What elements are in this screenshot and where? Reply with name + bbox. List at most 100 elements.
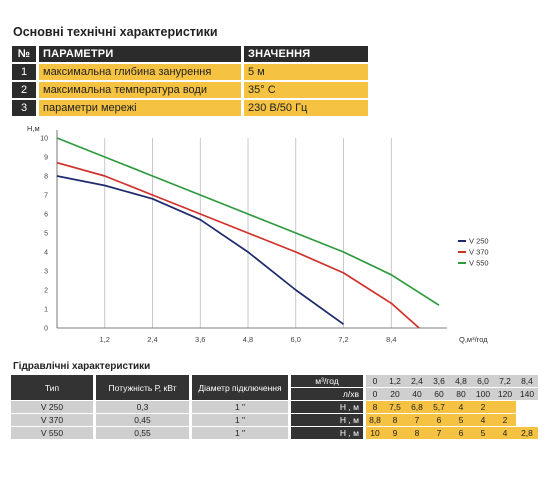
hyd-h-cell: 2,8 bbox=[516, 426, 538, 440]
spec-header-value: ЗНАЧЕННЯ bbox=[244, 46, 368, 62]
hyd-h-cell: 6 bbox=[428, 413, 450, 427]
unit-q-m3h: м³/год bbox=[291, 375, 363, 388]
hyd-h-cell: 10 bbox=[366, 426, 384, 440]
legend-label: V 370 bbox=[469, 248, 489, 257]
hyd-h-cell: 5 bbox=[472, 426, 494, 440]
hydraulic-title: Гідравлічні характеристики bbox=[13, 361, 151, 372]
q-lmin-cell: 140 bbox=[516, 387, 538, 401]
hyd-h-cell: 5 bbox=[450, 413, 472, 427]
q-m3h-cell: 0 bbox=[366, 375, 384, 388]
x-axis-label: Q,м³/год bbox=[459, 335, 488, 344]
hyd-h-cell: 7 bbox=[428, 426, 450, 440]
q-m3h-cell: 3,6 bbox=[428, 375, 450, 388]
hyd-type: V 370 bbox=[11, 413, 93, 427]
spec-row-value: 35° С bbox=[244, 82, 368, 98]
hyd-h-cell bbox=[516, 413, 538, 427]
pump-curve-chart: 1,2 2,4 3,6 4,8 6,0 7,2 8,4 0 1 2 3 4 5 6 7 8 9 10H,м Q,м³… bbox=[27, 124, 489, 344]
hyd-connection: 1 " bbox=[192, 400, 288, 414]
hydraulic-header-row-2: л/хв 0 20 40 60 80 100 120 140 bbox=[11, 387, 538, 401]
hydraulic-header-row: Тип Потужність Р, кВт Діаметр підключенн… bbox=[11, 375, 538, 401]
spec-row-value: 5 м bbox=[244, 64, 368, 80]
unit-q-lmin: л/хв bbox=[291, 387, 363, 401]
hyd-h-cell: 2 bbox=[494, 413, 516, 427]
x-tick-label: 4,8 bbox=[243, 335, 253, 344]
hyd-power: 0,55 bbox=[96, 426, 189, 440]
hydraulic-row: V 250 0,3 1 " Н , м 8 7,5 6,8 5,7 4 2 bbox=[11, 400, 538, 414]
y-tick-label: 4 bbox=[44, 250, 48, 257]
hyd-h-cell bbox=[516, 400, 538, 414]
hyd-h-cell: 6,8 bbox=[406, 400, 428, 414]
y-tick-label: 0 bbox=[44, 326, 48, 333]
q-m3h-cell: 6,0 bbox=[472, 375, 494, 388]
q-m3h-cell: 1,2 bbox=[384, 375, 406, 388]
spec-row-value: 230 В/50 Гц bbox=[244, 100, 368, 116]
hyd-h-cell: 7 bbox=[406, 413, 428, 427]
hyd-h-cell: 8 bbox=[406, 426, 428, 440]
spec-row: 1 максимальна глибина занурення 5 м bbox=[12, 64, 368, 80]
x-tick-label: 6,0 bbox=[291, 335, 301, 344]
y-tick-label: 2 bbox=[44, 288, 48, 295]
q-lmin-cell: 80 bbox=[450, 387, 472, 401]
x-tick-label: 1,2 bbox=[100, 335, 110, 344]
x-tick-label: 8,4 bbox=[386, 335, 396, 344]
q-m3h-cell: 2,4 bbox=[406, 375, 428, 388]
hyd-type: V 250 bbox=[11, 400, 93, 414]
legend-label: V 250 bbox=[469, 237, 489, 246]
hyd-h-cell: 5,7 bbox=[428, 400, 450, 414]
spec-row-param: параметри мережі bbox=[39, 100, 241, 116]
legend-label: V 550 bbox=[469, 259, 489, 268]
spec-row-num: 1 bbox=[12, 64, 36, 80]
series-line bbox=[56, 161, 420, 329]
spec-row-num: 2 bbox=[12, 82, 36, 98]
q-lmin-cell: 20 bbox=[384, 387, 406, 401]
q-lmin-cell: 40 bbox=[406, 387, 428, 401]
hyd-h-cell: 4 bbox=[450, 400, 472, 414]
page-title: Основні технічні характеристики bbox=[13, 25, 218, 39]
y-tick-label: 7 bbox=[44, 193, 48, 200]
hyd-h-cell: 6 bbox=[450, 426, 472, 440]
y-tick-label: 10 bbox=[40, 136, 48, 143]
q-lmin-cell: 100 bbox=[472, 387, 494, 401]
hydraulic-row: V 550 0,55 1 " Н , м 10 9 8 7 6 5 4 2,8 bbox=[11, 426, 538, 440]
spec-header-num: № bbox=[12, 46, 36, 62]
spec-row: 3 параметри мережі 230 В/50 Гц bbox=[12, 100, 368, 116]
hyd-unit-h: Н , м bbox=[291, 426, 363, 440]
spec-row-param: максимальна температура води bbox=[39, 82, 241, 98]
y-tick-label: 6 bbox=[44, 212, 48, 219]
hyd-h-cell bbox=[494, 400, 516, 414]
spec-header-param: ПАРАМЕТРИ bbox=[39, 46, 241, 62]
spec-table: № ПАРАМЕТРИ ЗНАЧЕННЯ 1 максимальна глиби… bbox=[12, 44, 368, 118]
hyd-unit-h: Н , м bbox=[291, 413, 363, 427]
hyd-h-cell: 4 bbox=[472, 413, 494, 427]
spec-row-param: максимальна глибина занурення bbox=[39, 64, 241, 80]
col-connection-header: Діаметр підключення bbox=[192, 375, 288, 401]
hyd-h-cell: 8,8 bbox=[366, 413, 384, 427]
y-tick-label: 9 bbox=[44, 155, 48, 162]
col-power-header: Потужність Р, кВт bbox=[96, 375, 189, 401]
hydraulic-table: Тип Потужність Р, кВт Діаметр підключенн… bbox=[11, 375, 538, 440]
q-m3h-cell: 8,4 bbox=[516, 375, 538, 388]
hyd-h-cell: 4 bbox=[494, 426, 516, 440]
q-m3h-cell: 7,2 bbox=[494, 375, 516, 388]
hyd-h-cell: 8 bbox=[366, 400, 384, 414]
x-tick-label: 7,2 bbox=[338, 335, 348, 344]
y-tick-label: 3 bbox=[44, 269, 48, 276]
q-m3h-cell: 4,8 bbox=[450, 375, 472, 388]
series-line bbox=[56, 175, 344, 325]
x-tick-label: 2,4 bbox=[147, 335, 157, 344]
hyd-connection: 1 " bbox=[192, 426, 288, 440]
y-tick-label: 8 bbox=[44, 174, 48, 181]
hyd-connection: 1 " bbox=[192, 413, 288, 427]
hyd-power: 0,3 bbox=[96, 400, 189, 414]
x-tick-label: 3,6 bbox=[195, 335, 205, 344]
hyd-unit-h: Н , м bbox=[291, 400, 363, 414]
y-tick-label: 1 bbox=[44, 307, 48, 314]
q-lmin-cell: 0 bbox=[366, 387, 384, 401]
q-lmin-cell: 120 bbox=[494, 387, 516, 401]
col-type-header: Тип bbox=[11, 375, 93, 401]
q-lmin-cell: 60 bbox=[428, 387, 450, 401]
hyd-power: 0,45 bbox=[96, 413, 189, 427]
y-axis-label: H,м bbox=[27, 124, 40, 133]
spec-row: 2 максимальна температура води 35° С bbox=[12, 82, 368, 98]
y-tick-label: 5 bbox=[44, 231, 48, 238]
